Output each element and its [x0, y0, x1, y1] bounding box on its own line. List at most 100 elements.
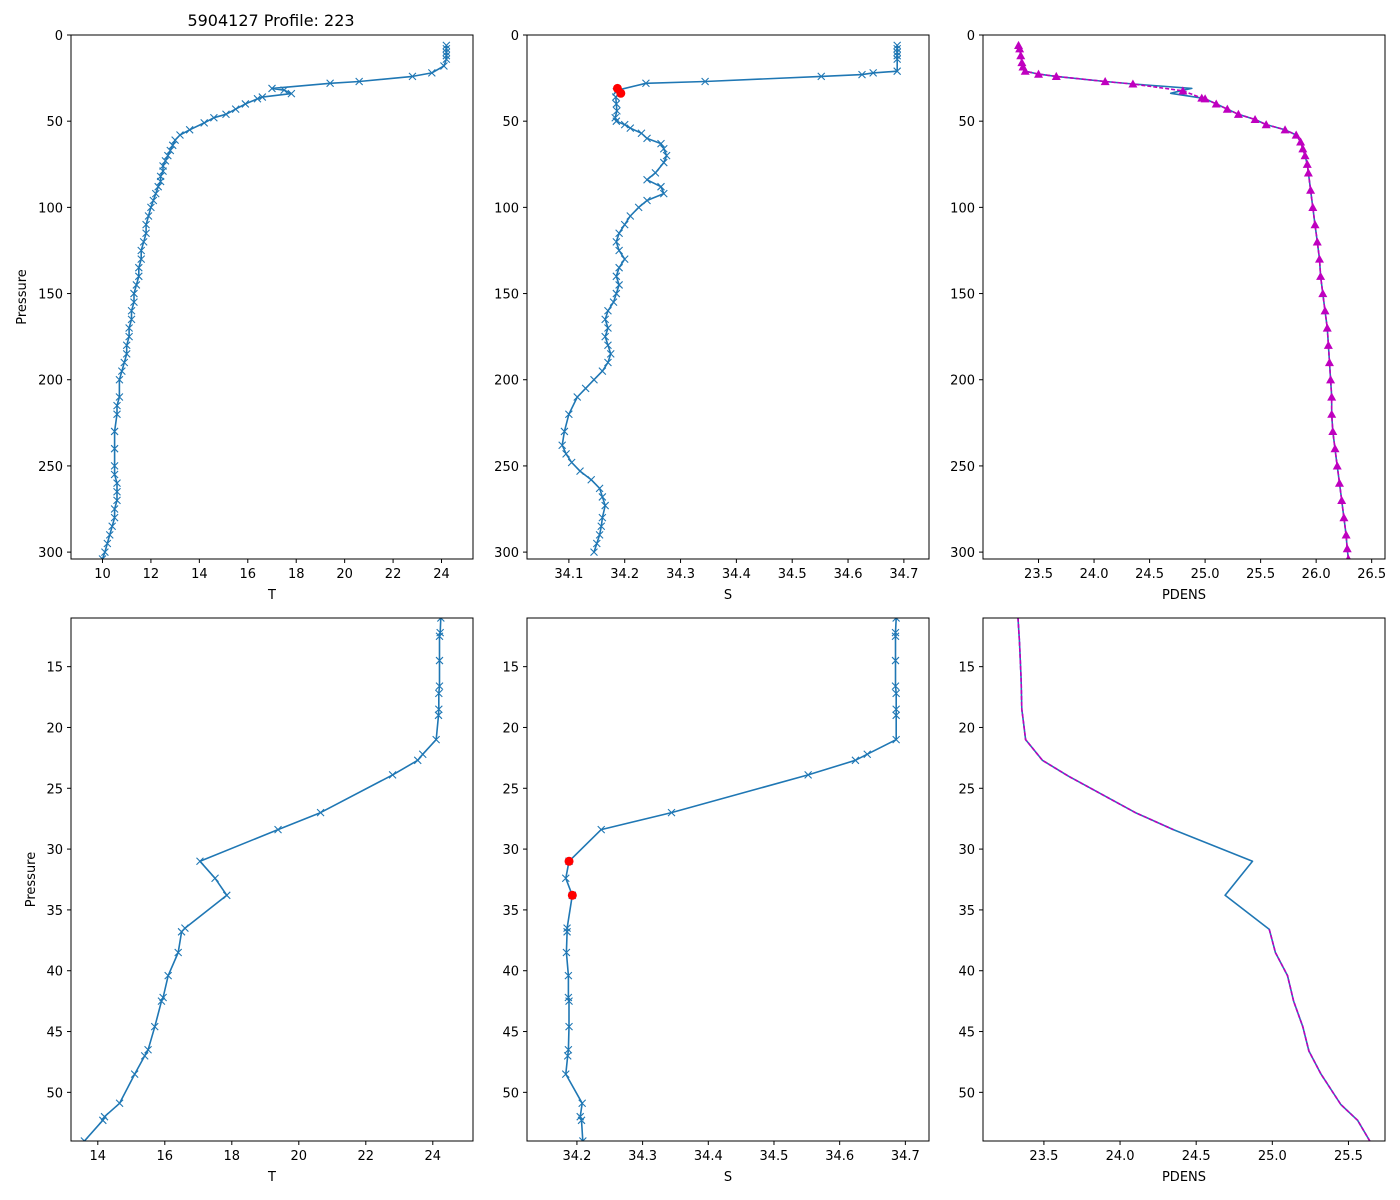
data-point-marker: [892, 735, 901, 744]
density-point-marker: [1296, 137, 1306, 146]
data-point-marker: [613, 106, 621, 115]
x-tick-label: 24.0: [1106, 1149, 1135, 1164]
data-point-marker: [151, 189, 160, 198]
y-tick-label: 35: [502, 904, 519, 919]
data-point-marker: [891, 628, 900, 637]
y-tick-label: 50: [502, 1086, 519, 1101]
data-point-marker: [659, 189, 668, 198]
data-point-marker: [659, 144, 668, 153]
data-point-marker: [615, 263, 624, 272]
data-point-marker: [804, 771, 813, 779]
density-point-marker: [1291, 130, 1301, 139]
data-point-marker: [564, 971, 573, 980]
axes-frame: [70, 617, 474, 1142]
x-tick-label: 24.5: [1182, 1149, 1211, 1164]
density-point-marker: [1324, 358, 1334, 367]
axes-frame: [526, 617, 930, 1142]
density-point-marker: [1312, 237, 1322, 246]
y-tick-label: 50: [502, 115, 519, 130]
data-point-marker: [142, 220, 150, 229]
density-point-marker: [1016, 51, 1026, 60]
plot-area: [1014, 40, 1352, 559]
x-tick-label: 34.6: [834, 567, 863, 582]
density-point-marker: [1314, 254, 1324, 263]
data-point-marker: [561, 874, 570, 883]
data-point-marker: [434, 689, 443, 698]
x-tick-label: 34.3: [628, 1149, 657, 1164]
data-point-marker: [117, 367, 126, 376]
data-point-marker: [615, 281, 624, 289]
data-point-marker: [80, 1137, 89, 1141]
data-point-marker: [592, 539, 601, 548]
data-point-marker: [659, 158, 668, 167]
data-point-marker: [115, 1099, 124, 1108]
data-point-marker: [115, 393, 124, 401]
y-tick-label: 45: [46, 1026, 63, 1041]
x-tick-label: 18: [288, 567, 305, 582]
data-point-marker: [174, 948, 183, 957]
data-point-marker: [120, 358, 129, 367]
data-point-marker: [156, 177, 165, 186]
y-tick-label: 50: [958, 1086, 975, 1101]
data-point-marker: [127, 315, 136, 324]
y-tick-label: 50: [46, 115, 63, 130]
y-tick-label: 0: [967, 29, 975, 44]
y-tick-label: 30: [46, 843, 63, 858]
axes-frame: [526, 34, 930, 560]
data-point-marker: [222, 891, 231, 900]
x-tick-label: 22: [385, 567, 402, 582]
y-tick-label: 250: [38, 460, 63, 475]
data-point-marker: [211, 874, 219, 883]
density-point-marker: [1302, 159, 1312, 168]
data-point-marker: [851, 756, 860, 765]
density-point-marker: [1337, 495, 1347, 504]
x-tick-label: 34.4: [722, 567, 751, 582]
data-point-marker: [615, 246, 624, 255]
data-point-marker: [98, 555, 107, 559]
data-point-marker: [893, 44, 902, 53]
data-point-marker: [209, 113, 218, 122]
density-point-marker: [1327, 409, 1337, 418]
density-point-marker: [1342, 544, 1352, 553]
x-tick-label: 16: [157, 1149, 174, 1164]
data-point-marker: [137, 246, 146, 255]
data-point-marker: [597, 522, 606, 531]
y-tick-label: 50: [958, 115, 975, 130]
data-point-marker: [612, 237, 621, 246]
data-point-marker: [103, 539, 112, 548]
data-point-marker: [701, 77, 709, 86]
data-point-marker: [159, 167, 167, 176]
data-point-marker: [662, 151, 671, 160]
y-tick-label: 100: [950, 201, 975, 216]
data-point-marker: [258, 93, 267, 101]
data-point-marker: [113, 410, 121, 419]
x-tick-label: 23.5: [1024, 567, 1053, 582]
data-point-marker: [442, 51, 451, 60]
density-point-marker: [1128, 79, 1138, 88]
density-point-marker: [1308, 202, 1318, 211]
data-point-marker: [144, 212, 153, 220]
series-line-pdens-flag: [1017, 618, 1174, 831]
data-point-marker: [432, 735, 441, 744]
data-point-marker: [442, 48, 451, 57]
x-tick-label: 24.5: [1135, 567, 1164, 582]
x-tick-label: 34.3: [666, 567, 695, 582]
x-tick-label: 20: [336, 567, 353, 582]
data-point-marker: [892, 618, 901, 622]
x-axis-label: PDENS: [1162, 1170, 1206, 1185]
data-point-marker: [134, 272, 143, 281]
density-point-marker: [1250, 114, 1260, 124]
x-tick-label: 10: [94, 567, 111, 582]
x-tick-label: 16: [240, 567, 257, 582]
y-tick-label: 150: [950, 288, 975, 303]
density-point-marker: [1303, 168, 1313, 177]
data-point-marker: [598, 493, 607, 501]
data-point-marker: [891, 656, 900, 665]
x-axis-label: S: [724, 588, 732, 603]
data-point-marker: [110, 427, 119, 436]
data-point-marker: [130, 298, 138, 307]
data-point-marker: [253, 94, 262, 103]
data-point-marker: [562, 948, 571, 957]
x-tick-label: 14: [90, 1149, 107, 1164]
data-point-marker: [435, 682, 444, 691]
